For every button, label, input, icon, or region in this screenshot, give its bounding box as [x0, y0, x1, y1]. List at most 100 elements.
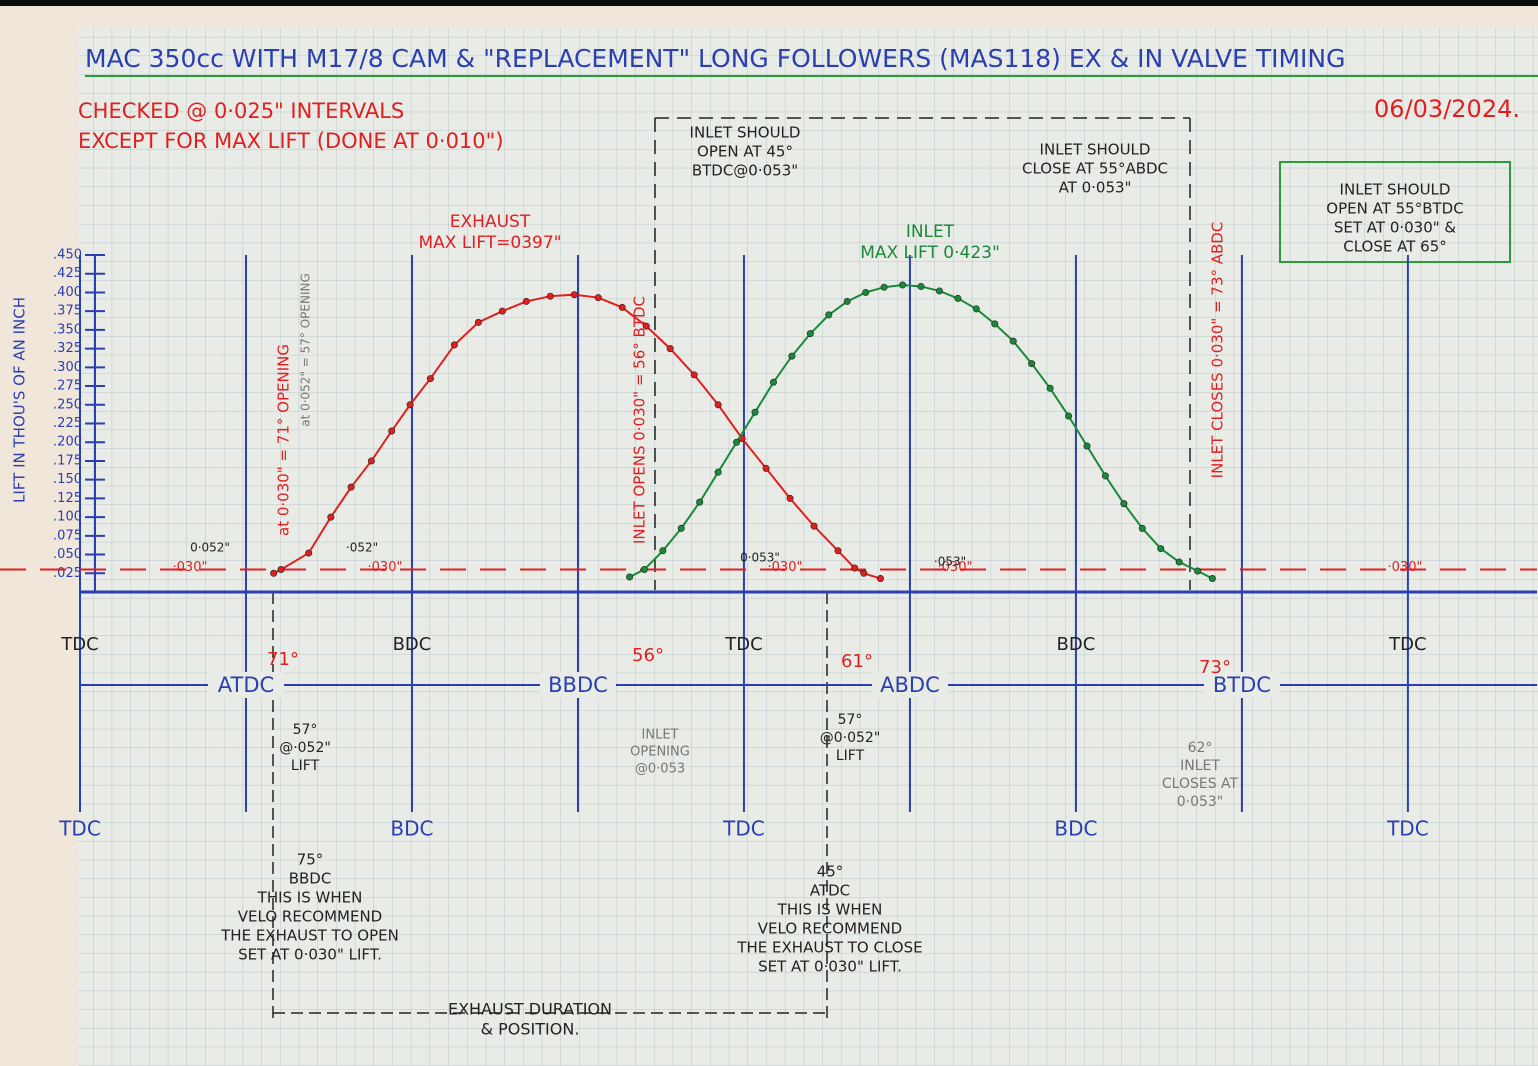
annotation: 73° [1199, 657, 1231, 678]
x-tick-label: TDC [722, 817, 765, 841]
data-point [427, 375, 433, 381]
y-tick-label: .425 [53, 266, 82, 281]
data-point [770, 379, 776, 385]
data-point [691, 372, 697, 378]
data-point [1194, 568, 1200, 574]
data-point [861, 570, 867, 576]
y-tick-label: .125 [53, 491, 82, 506]
annotation: at 0·030" = 71° OPENING [275, 344, 293, 536]
data-point [733, 439, 739, 445]
annotation: VELO RECOMMEND [238, 908, 382, 926]
y-tick-label: .275 [53, 379, 82, 394]
data-point [851, 565, 857, 571]
y-tick-label: .175 [53, 453, 82, 468]
y-tick-label: .375 [53, 304, 82, 319]
data-point [807, 330, 813, 336]
data-point [1028, 360, 1034, 366]
note: EXCEPT FOR MAX LIFT (DONE AT 0·010") [78, 129, 504, 153]
annotation: LIFT [836, 748, 865, 764]
data-point [328, 514, 334, 520]
reference-label: ·030" [1388, 560, 1423, 575]
data-point [789, 353, 795, 359]
chart-title: MAC 350cc WITH M17/8 CAM & "REPLACEMENT"… [85, 44, 1346, 73]
y-axis-label: LIFT IN THOU'S OF AN INCH [11, 297, 29, 503]
annotation: INLET SHOULD [1340, 181, 1451, 199]
data-point [660, 548, 666, 554]
annotation: @0·053 [635, 762, 685, 777]
chart: MAC 350cc WITH M17/8 CAM & "REPLACEMENT"… [0, 0, 1538, 1066]
x-tick-label: TDC [1386, 817, 1429, 841]
data-point [475, 319, 481, 325]
annotation: THIS IS WHEN [777, 901, 883, 919]
annotation: AT 0·053" [1059, 179, 1132, 197]
y-tick-label: .300 [53, 360, 82, 375]
y-tick-label: .025 [53, 566, 82, 581]
annotation: BBDC [289, 870, 332, 888]
annotation: at 0·052" = 57° OPENING [299, 273, 313, 427]
data-point [955, 295, 961, 301]
data-point [678, 525, 684, 531]
data-point [388, 428, 394, 434]
data-point [368, 458, 374, 464]
data-point [348, 484, 354, 490]
annotation: SET AT 0·030" & [1334, 219, 1457, 237]
annotation: OPEN AT 55°BTDC [1326, 200, 1463, 218]
annotation: 75° [297, 851, 324, 869]
x-tick-label: BDC [390, 817, 433, 841]
annotation: MAX LIFT 0·423" [860, 243, 1000, 263]
annotation: LIFT [291, 758, 320, 774]
data-point [407, 402, 413, 408]
annotation: INLET [1180, 758, 1220, 774]
data-point [571, 291, 577, 297]
data-point [626, 574, 632, 580]
annotation: @0·052" [820, 730, 881, 746]
annotation: OPEN AT 45° [697, 143, 793, 161]
y-tick-label: .225 [53, 416, 82, 431]
data-point [278, 566, 284, 572]
annotation: & POSITION. [481, 1020, 580, 1039]
data-point [1121, 500, 1127, 506]
data-point [1176, 559, 1182, 565]
annotation: INLET SHOULD [1040, 141, 1151, 159]
data-point [1065, 413, 1071, 419]
annotation: INLET [642, 728, 679, 743]
data-point [992, 321, 998, 327]
y-tick-label: .200 [53, 435, 82, 450]
data-point [1084, 443, 1090, 449]
data-point [973, 306, 979, 312]
annotation: EXHAUST [450, 212, 531, 232]
annotation: INLET SHOULD [690, 124, 801, 142]
data-point [1102, 473, 1108, 479]
data-point [641, 566, 647, 572]
data-point [1139, 525, 1145, 531]
annotation: 0·053" [1177, 794, 1224, 810]
annotation: SET AT 0·030" LIFT. [758, 958, 902, 976]
data-point [305, 550, 311, 556]
phase-label: ABDC [880, 673, 940, 697]
annotation: 57° [838, 712, 863, 728]
x-tick-label: BDC [1057, 634, 1096, 655]
reference-label: ·030" [368, 560, 403, 575]
y-tick-label: .250 [53, 397, 82, 412]
data-point [715, 469, 721, 475]
data-point [899, 282, 905, 288]
y-tick-label: .150 [53, 472, 82, 487]
data-point [862, 289, 868, 295]
data-point [619, 304, 625, 310]
data-point [844, 298, 850, 304]
x-tick-label: TDC [58, 817, 101, 841]
phase-label: BBDC [548, 673, 608, 697]
annotation: ·052" [346, 541, 378, 555]
x-tick-label: TDC [724, 634, 762, 655]
y-tick-label: .050 [53, 547, 82, 562]
annotation: VELO RECOMMEND [758, 920, 902, 938]
annotation: INLET OPENS 0·030" = 56° BTDC [631, 296, 649, 544]
annotation: THE EXHAUST TO OPEN [220, 927, 399, 945]
data-point [451, 342, 457, 348]
data-point [1047, 385, 1053, 391]
phase-label: ATDC [218, 673, 274, 697]
y-tick-label: .325 [53, 341, 82, 356]
annotation: 0·052" [190, 541, 230, 555]
annotation: @·052" [279, 740, 331, 756]
annotation: 61° [841, 651, 873, 672]
